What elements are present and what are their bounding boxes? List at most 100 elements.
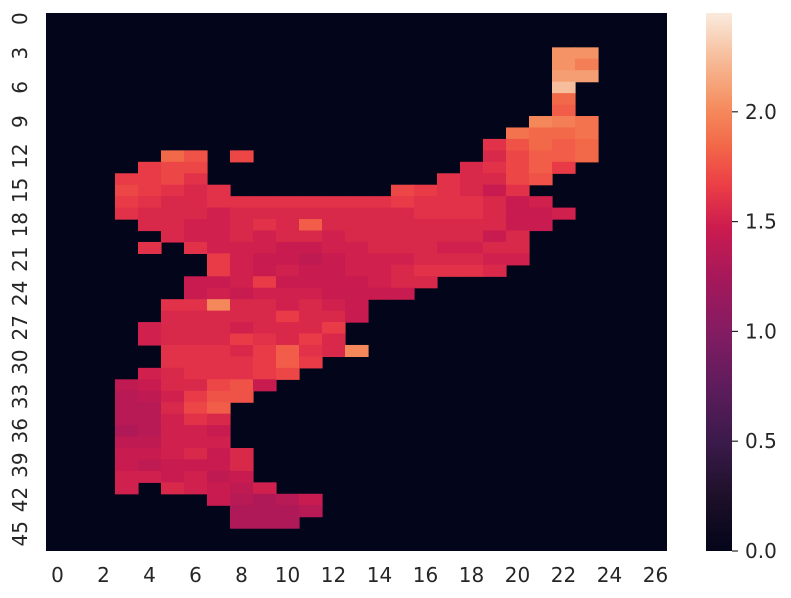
heatmap-cell (414, 276, 438, 289)
heatmap-cell (322, 253, 346, 266)
heatmap-cell (230, 207, 254, 220)
heatmap-cell (184, 344, 208, 358)
heatmap-cell (391, 196, 415, 209)
heatmap-cell (184, 390, 208, 403)
heatmap-cell (529, 207, 553, 220)
y-tick-label: 18 (8, 212, 32, 237)
y-tick-label: 42 (8, 487, 32, 512)
heatmap-cell (276, 516, 300, 529)
heatmap-cell (299, 344, 323, 358)
heatmap-cell (184, 459, 208, 472)
x-tick-label: 2 (97, 563, 110, 587)
heatmap-cell (322, 310, 346, 323)
heatmap-cell (253, 516, 277, 529)
heatmap-cell (414, 230, 438, 243)
heatmap-cell (575, 47, 599, 60)
heatmap-cell (207, 344, 231, 358)
heatmap-cell (299, 287, 323, 300)
heatmap-cell (161, 447, 185, 461)
heatmap-cell (437, 230, 461, 243)
heatmap-cell (184, 150, 208, 163)
heatmap-cell (253, 493, 277, 506)
heatmap-cell (276, 287, 300, 300)
heatmap-cell (552, 138, 576, 151)
y-tick-label: 3 (8, 47, 32, 60)
heatmap-plot (46, 13, 667, 551)
colorbar-tick-label: 2.0 (745, 100, 777, 124)
heatmap-cell (506, 253, 530, 266)
heatmap-cell (184, 379, 208, 392)
heatmap-cell (345, 196, 369, 209)
heatmap-cell (253, 253, 277, 266)
heatmap-cell (253, 310, 277, 323)
heatmap-cell (483, 264, 507, 277)
heatmap-cell (115, 425, 139, 438)
x-tick-label: 20 (505, 563, 530, 587)
heatmap-cell (138, 333, 162, 346)
heatmap-cell (506, 138, 530, 151)
heatmap-cell (138, 161, 162, 174)
x-tick-label: 24 (597, 563, 622, 587)
heatmap-cell (207, 287, 231, 300)
heatmap-cell (161, 322, 185, 335)
heatmap-cell (161, 425, 185, 438)
heatmap-cell (138, 219, 162, 232)
heatmap-cell (506, 150, 530, 163)
heatmap-cell (207, 459, 231, 472)
heatmap-cell (184, 310, 208, 323)
heatmap-cell (460, 264, 484, 277)
heatmap-cell (437, 196, 461, 209)
heatmap-cell (506, 196, 530, 209)
heatmap-cell (529, 219, 553, 232)
heatmap-cell (460, 207, 484, 220)
heatmap-cell (299, 333, 323, 346)
heatmap-cell (207, 276, 231, 289)
heatmap-cell (529, 138, 553, 151)
heatmap-cell (483, 161, 507, 174)
heatmap-cell (253, 230, 277, 243)
heatmap-cell (345, 264, 369, 277)
heatmap-cell (253, 322, 277, 335)
heatmap-cell (230, 241, 254, 254)
heatmap-cell (414, 207, 438, 220)
heatmap-cell (207, 390, 231, 403)
heatmap-cell (161, 150, 185, 163)
heatmap-cell (161, 413, 185, 426)
heatmap-cell (506, 173, 530, 186)
heatmap-cell (460, 173, 484, 186)
heatmap-cell (368, 207, 392, 220)
x-tick-label: 14 (367, 563, 392, 587)
heatmap-cell (483, 253, 507, 266)
heatmap-cell (299, 207, 323, 220)
heatmap-cell (161, 333, 185, 346)
heatmap-cell (138, 436, 162, 449)
heatmap-cell (322, 241, 346, 254)
x-tick-label: 16 (413, 563, 438, 587)
heatmap-cell (345, 310, 369, 323)
heatmap-cell (483, 196, 507, 209)
heatmap-cell (368, 253, 392, 266)
heatmap-cell (460, 161, 484, 174)
heatmap-cell (184, 161, 208, 174)
heatmap-cell (184, 230, 208, 243)
heatmap-cell (207, 253, 231, 266)
heatmap-cell (345, 344, 369, 358)
x-tick-label: 10 (275, 563, 300, 587)
heatmap-cell (207, 436, 231, 449)
heatmap-cell (161, 402, 185, 415)
heatmap-cell (414, 241, 438, 254)
heatmap-cell (138, 402, 162, 415)
heatmap-cell (230, 322, 254, 335)
heatmap-cell (230, 482, 254, 495)
heatmap-cell (161, 219, 185, 232)
heatmap-cell (414, 264, 438, 277)
heatmap-cell (391, 287, 415, 300)
x-tick-label: 6 (189, 563, 202, 587)
y-tick-label: 30 (8, 349, 32, 374)
heatmap-cell (391, 241, 415, 254)
heatmap-cell (161, 161, 185, 174)
heatmap-cell (575, 70, 599, 83)
heatmap-cell (207, 356, 231, 369)
heatmap-cell (414, 196, 438, 209)
heatmap-cell (322, 219, 346, 232)
